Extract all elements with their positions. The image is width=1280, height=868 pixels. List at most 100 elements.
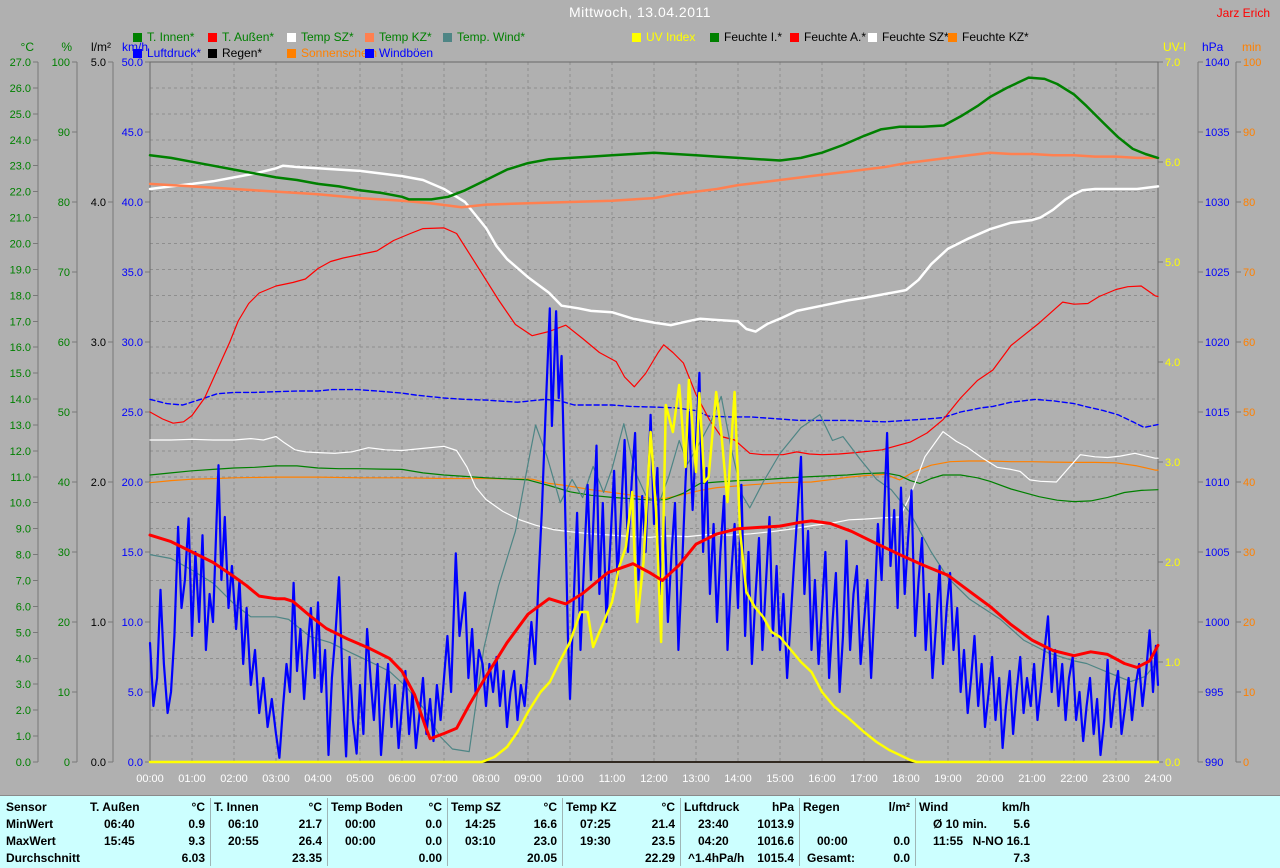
legend-label: T. Außen* bbox=[222, 30, 275, 44]
series-feuchte-sz bbox=[149, 431, 1159, 538]
axis-tick-label: 1005 bbox=[1205, 547, 1229, 559]
axis-tick-label: 4.0 bbox=[1165, 357, 1180, 369]
axis-tick-label: 90 bbox=[58, 127, 70, 139]
axis-tick-label: 1015 bbox=[1205, 407, 1229, 419]
table-cell: Ø 10 min. bbox=[933, 817, 988, 831]
table-cell: 21.7 bbox=[298, 817, 322, 831]
table-cell: 23.35 bbox=[291, 851, 322, 865]
legend-label: Feuchte A.* bbox=[804, 30, 867, 44]
legend-label: Feuchte I.* bbox=[724, 30, 783, 44]
legend-swatch bbox=[790, 32, 799, 42]
axis-tick-label: 80 bbox=[58, 197, 70, 209]
legend-item-regen-: Regen* bbox=[208, 46, 262, 60]
table-cell: 14:25 bbox=[465, 817, 496, 831]
table-cell: 5.6 bbox=[1013, 817, 1030, 831]
table-cell: 11:55 bbox=[933, 834, 964, 848]
axis-tick-label: 1.0 bbox=[91, 617, 106, 629]
legend-label: Feuchte SZ* bbox=[882, 30, 949, 44]
legend-label: Regen* bbox=[222, 46, 263, 60]
table-cell: Gesamt: bbox=[807, 851, 856, 865]
axis-tick-label: 0 bbox=[1243, 757, 1249, 769]
time-label: 01:00 bbox=[178, 773, 206, 785]
axis-tick-label: 50.0 bbox=[122, 57, 143, 69]
legend-swatch bbox=[443, 32, 452, 42]
legend-label: Luftdruck* bbox=[147, 46, 202, 60]
table-cell: N-NO 16.1 bbox=[972, 834, 1030, 848]
page-title: Mittwoch, 13.04.2011 bbox=[568, 4, 712, 20]
author-label: Jarz Erich bbox=[1216, 6, 1270, 20]
time-label: 06:00 bbox=[388, 773, 416, 785]
time-label: 20:00 bbox=[976, 773, 1004, 785]
axis-tick-label: 0.0 bbox=[1165, 757, 1180, 769]
legend-item-temp-kz-: Temp KZ* bbox=[365, 30, 432, 44]
time-label: 08:00 bbox=[472, 773, 500, 785]
time-label: 14:00 bbox=[724, 773, 752, 785]
series-temp-kz bbox=[148, 151, 1160, 209]
axis-header--: % bbox=[61, 40, 72, 54]
axis-tick-label: 12.0 bbox=[10, 446, 31, 458]
axis-tick-label: 10 bbox=[1243, 687, 1255, 699]
table-cell: °C bbox=[308, 800, 322, 814]
legend-swatch bbox=[208, 48, 217, 58]
axis-tick-label: 14.0 bbox=[10, 394, 31, 406]
table-cell: 16.6 bbox=[533, 817, 557, 831]
axis-tick-label: 15.0 bbox=[10, 368, 31, 380]
table-cell: 20:55 bbox=[228, 834, 259, 848]
legend-swatch bbox=[632, 32, 641, 42]
axis-tick-label: 20 bbox=[58, 617, 70, 629]
axis-tick-label: 1030 bbox=[1205, 197, 1229, 209]
legend-label: Temp. Wind* bbox=[457, 30, 526, 44]
axis-tick-label: 23.0 bbox=[10, 161, 31, 173]
table-cell: 23.5 bbox=[651, 834, 675, 848]
table-cell: 15:45 bbox=[104, 834, 135, 848]
time-label: 22:00 bbox=[1060, 773, 1088, 785]
axis-tick-label: 0 bbox=[64, 757, 70, 769]
axis-tick-label: 2.0 bbox=[91, 477, 106, 489]
table-cell: 00:00 bbox=[817, 834, 848, 848]
legend-swatch bbox=[365, 48, 374, 58]
axis-tick-label: 2.0 bbox=[16, 705, 31, 717]
legend-label: Feuchte KZ* bbox=[962, 30, 1029, 44]
axis-tick-label: 0.0 bbox=[128, 757, 143, 769]
table-cell: 06:40 bbox=[104, 817, 135, 831]
table-cell: 1016.6 bbox=[757, 834, 794, 848]
axis-tick-label: 10 bbox=[58, 687, 70, 699]
time-label: 12:00 bbox=[640, 773, 668, 785]
legend-swatch bbox=[710, 32, 719, 42]
legend-item-luftdruck-: Luftdruck* bbox=[133, 46, 201, 60]
axis-tick-label: 3.0 bbox=[91, 337, 106, 349]
legend-swatch bbox=[948, 32, 957, 42]
axis-tick-label: 18.0 bbox=[10, 290, 31, 302]
axis-tick-label: 5.0 bbox=[1165, 257, 1180, 269]
axis-tick-label: 1025 bbox=[1205, 267, 1229, 279]
series-feuchte-i- bbox=[149, 465, 1159, 503]
table-cell: 1015.4 bbox=[757, 851, 794, 865]
table-cell: 0.0 bbox=[893, 851, 910, 865]
axis-tick-label: 1.0 bbox=[16, 731, 31, 743]
series-t-innen bbox=[148, 76, 1160, 201]
time-label: 17:00 bbox=[850, 773, 878, 785]
series-windb-en bbox=[148, 307, 1160, 759]
table-cell: 0.0 bbox=[425, 834, 442, 848]
legend-item-feuchte-a-: Feuchte A.* bbox=[790, 30, 866, 44]
axis-tick-label: 19.0 bbox=[10, 264, 31, 276]
table-cell: 6.03 bbox=[181, 851, 205, 865]
table-cell: Temp KZ bbox=[566, 800, 617, 814]
axis-tick-label: 5.0 bbox=[16, 627, 31, 639]
axis-tick-label: 30.0 bbox=[122, 337, 143, 349]
axis-tick-label: 21.0 bbox=[10, 213, 31, 225]
time-label: 07:00 bbox=[430, 773, 458, 785]
time-label: 09:00 bbox=[514, 773, 542, 785]
legend-item-t-au-en-: T. Außen* bbox=[208, 30, 274, 44]
axis-tick-label: 30 bbox=[58, 547, 70, 559]
axis-tick-label: 8.0 bbox=[16, 550, 31, 562]
table-cell: 7.3 bbox=[1013, 851, 1030, 865]
axis-tick-label: 6.0 bbox=[1165, 157, 1180, 169]
axis-tick-label: 4.0 bbox=[91, 197, 106, 209]
axis-tick-label: 2.0 bbox=[1165, 557, 1180, 569]
axis-tick-label: 90 bbox=[1243, 127, 1255, 139]
table-cell: 04:20 bbox=[698, 834, 729, 848]
legend-label: Temp SZ* bbox=[301, 30, 354, 44]
legend-item-feuchte-kz-: Feuchte KZ* bbox=[948, 30, 1029, 44]
